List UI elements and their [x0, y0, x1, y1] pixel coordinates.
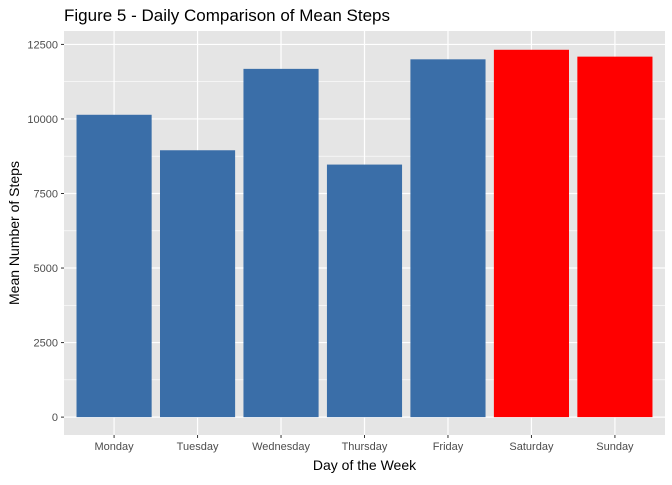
- x-axis: Monday Tuesday Wednesday Thursday Friday Satu…: [95, 435, 634, 453]
- y-tick-label: 0: [52, 412, 58, 424]
- y-tick-label: 7500: [34, 188, 58, 200]
- x-axis-title: Day of the Week: [313, 457, 417, 473]
- y-tick-label: 10000: [27, 114, 58, 126]
- bar-saturday: [493, 49, 570, 418]
- chart-title: Figure 5 - Daily Comparison of Mean Step…: [64, 6, 390, 25]
- y-tick-label: 12500: [27, 39, 58, 51]
- x-tick-label: Tuesday: [177, 441, 219, 453]
- y-axis: 0 2500 5000 7500 10000 12500: [27, 39, 64, 424]
- bar-tuesday: [159, 150, 236, 418]
- x-tick-label: Thursday: [342, 441, 388, 453]
- bars: [76, 49, 653, 418]
- x-tick-label: Sunday: [596, 441, 634, 453]
- bar-wednesday: [243, 68, 319, 418]
- bar-friday: [410, 59, 486, 418]
- bar-monday: [76, 114, 152, 418]
- x-tick-label: Wednesday: [252, 441, 310, 453]
- x-tick-label: Friday: [433, 441, 464, 453]
- y-tick-label: 5000: [34, 263, 58, 275]
- bar-thursday: [326, 164, 403, 418]
- y-axis-title: Mean Number of Steps: [6, 161, 22, 305]
- x-tick-label: Monday: [95, 441, 135, 453]
- bar-sunday: [577, 56, 653, 418]
- y-tick-label: 2500: [34, 338, 58, 350]
- x-tick-label: Saturday: [509, 441, 554, 453]
